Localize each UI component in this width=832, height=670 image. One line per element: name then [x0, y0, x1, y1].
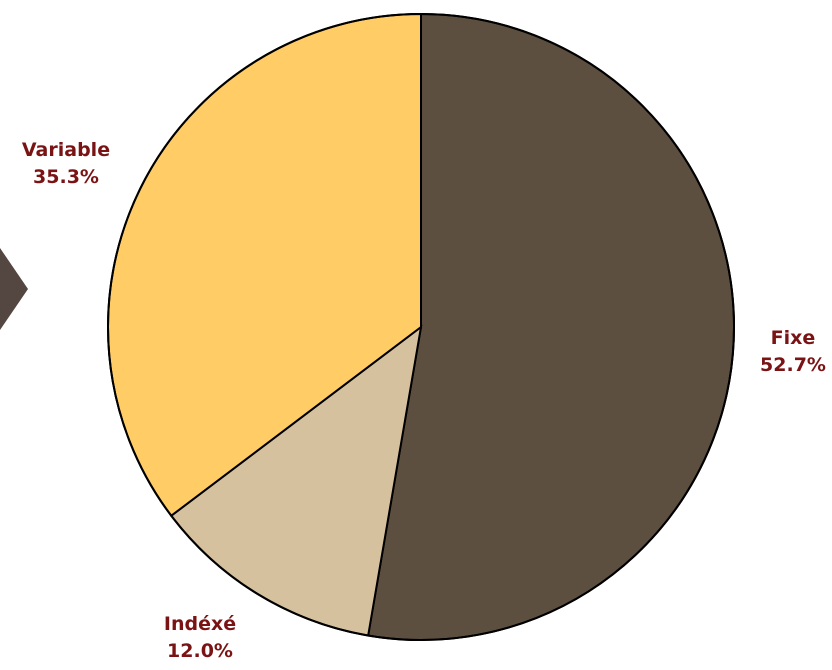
triangle-right-icon — [0, 248, 28, 330]
pie-labels: Fixe 52.7% Indéxé 12.0% Variable 35.3% — [22, 139, 826, 662]
pie-outline — [107, 13, 735, 641]
pie-slice-fixe — [367, 12, 735, 641]
slice-label-name: Fixe — [771, 327, 816, 349]
slice-label-value: 35.3% — [33, 166, 99, 188]
slice-label-name: Indéxé — [164, 613, 236, 635]
pie-slices — [106, 12, 735, 641]
slice-label-value: 12.0% — [167, 640, 233, 662]
slice-label-name: Variable — [22, 139, 110, 161]
slice-label-value: 52.7% — [760, 354, 826, 376]
